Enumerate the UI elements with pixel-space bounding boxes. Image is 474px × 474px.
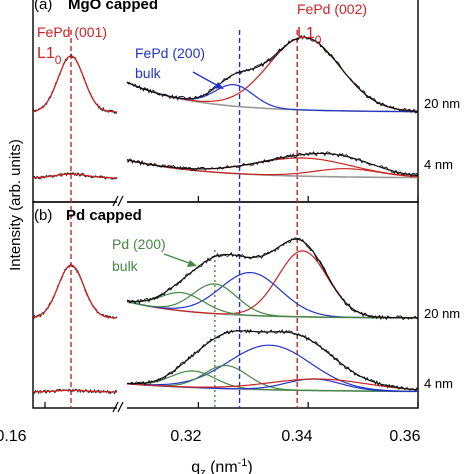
axis-break-marks bbox=[112, 195, 124, 413]
panel-a-label: (a) bbox=[34, 0, 52, 13]
x-axis-label: qz (nm-1) bbox=[191, 457, 253, 474]
fit-peak bbox=[126, 291, 418, 319]
axis-break-mark bbox=[112, 195, 119, 207]
fit-sum bbox=[126, 238, 418, 319]
panel-a-thickness-20nm: 20 nm bbox=[424, 96, 460, 111]
x-axis-label-unit-exp: -1 bbox=[238, 457, 248, 469]
fepd200-label-line1: FePd (200) bbox=[135, 45, 205, 61]
pd200-label-line2: bulk bbox=[112, 258, 139, 274]
panel-a-thickness-4nm: 4 nm bbox=[424, 157, 453, 172]
plot-frames bbox=[32, 0, 419, 413]
x-axis-label-unit-close: ) bbox=[247, 459, 252, 474]
fit-peak-left bbox=[32, 264, 117, 319]
axis-break-mark bbox=[117, 195, 124, 207]
fepd002-l1: L1 bbox=[297, 25, 315, 42]
fit-peak bbox=[126, 344, 418, 392]
fepd002-label-line2: L10 bbox=[297, 25, 322, 47]
fit-peak-left bbox=[32, 55, 117, 113]
fit-peak bbox=[126, 159, 419, 178]
panel-b-frame bbox=[32, 201, 419, 409]
fit-sum bbox=[127, 330, 419, 391]
axis-ticks bbox=[44, 196, 419, 408]
pd200-label-line1: Pd (200) bbox=[112, 236, 166, 252]
fit-peak bbox=[127, 370, 418, 392]
pd200-arrow bbox=[163, 253, 197, 267]
panel-a-title: MgO capped bbox=[68, 0, 158, 13]
curves bbox=[32, 34, 419, 395]
guide-lines bbox=[70, 30, 298, 408]
x-axis-label-unit-open: (nm bbox=[206, 459, 238, 474]
x-axis-label-sub: z bbox=[200, 467, 206, 474]
fepd200-arrow bbox=[192, 71, 224, 89]
fepd002-sub: 0 bbox=[315, 33, 322, 47]
pd200-arrow-shaft bbox=[163, 253, 193, 265]
panel-b-thickness-4nm: 4 nm bbox=[424, 376, 453, 391]
panel-b-thickness-20nm: 20 nm bbox=[424, 306, 460, 321]
fepd002-label-line1: FePd (002) bbox=[297, 1, 367, 17]
fepd001-label-line2: L10 bbox=[37, 45, 62, 67]
data-trace bbox=[126, 34, 419, 114]
x-tick-label: 0.36 bbox=[389, 428, 420, 445]
fit-sum bbox=[126, 152, 419, 177]
x-axis-label-q: q bbox=[191, 459, 200, 474]
panel-b-title: Pd capped bbox=[66, 207, 142, 224]
fepd001-label-line1: FePd (001) bbox=[37, 24, 107, 40]
panel-b-label: (b) bbox=[34, 207, 52, 224]
fepd001-sub: 0 bbox=[55, 53, 62, 67]
axis-break-mark bbox=[117, 401, 124, 413]
x-tick-label: 0.34 bbox=[281, 428, 312, 445]
y-axis-label: Intensity (arb. units) bbox=[7, 139, 24, 271]
pd200-arrow-head bbox=[187, 260, 197, 267]
x-tick-label: 0.16 bbox=[0, 428, 27, 445]
fit-peak-left bbox=[32, 173, 117, 179]
fit-sum bbox=[126, 36, 419, 112]
fepd200-label-line2: bulk bbox=[135, 65, 162, 81]
fepd200-arrow-shaft bbox=[192, 71, 221, 88]
fepd200-arrow-head bbox=[214, 82, 224, 89]
fit-peak bbox=[126, 378, 419, 391]
axis-break-mark bbox=[112, 401, 119, 413]
axis-break-gap-a bbox=[117, 180, 127, 210]
x-tick-label: 0.32 bbox=[170, 428, 201, 445]
fepd001-l1: L1 bbox=[37, 45, 55, 62]
fit-peak-left bbox=[33, 389, 117, 393]
